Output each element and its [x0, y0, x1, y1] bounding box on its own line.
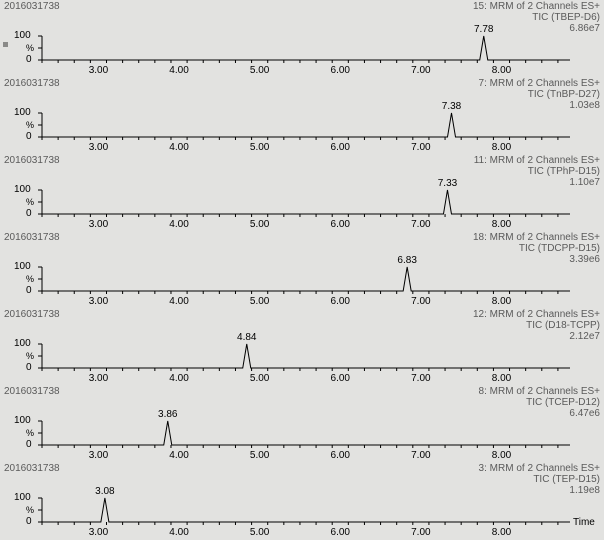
chromatogram-panel: 201603173812: MRM of 2 Channels ES+TIC (…	[0, 308, 604, 385]
x-tick-label: 3.00	[89, 373, 108, 384]
chromatogram-panel: 20160317383: MRM of 2 Channels ES+TIC (T…	[0, 462, 604, 539]
x-tick-label: 6.00	[331, 65, 350, 76]
x-tick-label: 8.00	[492, 219, 511, 230]
x-tick-label: 6.00	[331, 142, 350, 153]
x-tick-label: 5.00	[250, 219, 269, 230]
x-tick-label: 7.00	[411, 142, 430, 153]
x-tick-label: 5.00	[250, 373, 269, 384]
x-tick-label: 3.00	[89, 142, 108, 153]
x-tick-label: 4.00	[169, 65, 188, 76]
peak-rt-label: 4.84	[237, 332, 256, 343]
x-tick-label: 5.00	[250, 142, 269, 153]
x-tick-label: 7.00	[411, 527, 430, 538]
x-tick-label: 4.00	[169, 296, 188, 307]
peak-rt-label: 7.33	[438, 178, 457, 189]
x-tick-label: 8.00	[492, 142, 511, 153]
x-tick-label: 3.00	[89, 65, 108, 76]
chromatogram-panel: 20160317387: MRM of 2 Channels ES+TIC (T…	[0, 77, 604, 154]
x-tick-label: 5.00	[250, 527, 269, 538]
x-tick-label: 8.00	[492, 527, 511, 538]
x-tick-label: 5.00	[250, 450, 269, 461]
x-tick-label: 8.00	[492, 296, 511, 307]
peak-rt-label: 3.08	[95, 486, 114, 497]
chromatogram-panel: 201603173811: MRM of 2 Channels ES+TIC (…	[0, 154, 604, 231]
x-tick-label: 5.00	[250, 65, 269, 76]
x-tick-label: 3.00	[89, 527, 108, 538]
x-tick-label: 3.00	[89, 296, 108, 307]
peak-rt-label: 7.38	[442, 101, 461, 112]
x-tick-label: 5.00	[250, 296, 269, 307]
x-tick-label: 7.00	[411, 65, 430, 76]
x-tick-label: 6.00	[331, 219, 350, 230]
x-tick-label: 4.00	[169, 219, 188, 230]
x-tick-label: 6.00	[331, 527, 350, 538]
x-tick-label: 4.00	[169, 527, 188, 538]
x-tick-label: 7.00	[411, 450, 430, 461]
x-tick-label: 7.00	[411, 373, 430, 384]
x-tick-label: 6.00	[331, 373, 350, 384]
x-tick-label: 4.00	[169, 373, 188, 384]
peak-rt-label: 7.78	[474, 24, 493, 35]
time-axis-label: Time	[573, 517, 595, 528]
x-tick-label: 3.00	[89, 450, 108, 461]
x-tick-label: 6.00	[331, 296, 350, 307]
x-tick-label: 8.00	[492, 373, 511, 384]
x-tick-label: 7.00	[411, 296, 430, 307]
x-tick-label: 4.00	[169, 142, 188, 153]
x-tick-label: 8.00	[492, 450, 511, 461]
x-tick-label: 3.00	[89, 219, 108, 230]
chromatogram-stack: 201603173815: MRM of 2 Channels ES+TIC (…	[0, 0, 604, 539]
chromatogram-panel: 201603173815: MRM of 2 Channels ES+TIC (…	[0, 0, 604, 77]
x-tick-label: 4.00	[169, 450, 188, 461]
peak-rt-label: 3.86	[158, 409, 177, 420]
x-tick-label: 8.00	[492, 65, 511, 76]
x-tick-label: 7.00	[411, 219, 430, 230]
peak-rt-label: 6.83	[397, 255, 416, 266]
chromatogram-panel: 20160317388: MRM of 2 Channels ES+TIC (T…	[0, 385, 604, 462]
chromatogram-panel: 201603173818: MRM of 2 Channels ES+TIC (…	[0, 231, 604, 308]
x-tick-label: 6.00	[331, 450, 350, 461]
